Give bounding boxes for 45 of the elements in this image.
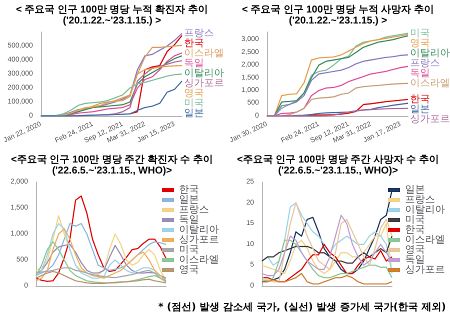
legend-label: 이탈리아 [179,224,219,236]
legend-label: 이탈리아 [405,204,445,216]
text: 일본 [184,108,204,119]
chart-title: < 주요국 인구 100만 명당 누적 사망자 추이 [242,4,434,16]
series-label: 이스라엘 [184,48,224,59]
series-label: 싱가포르 [410,114,450,125]
legend-label: 일본 [405,184,425,196]
chart-subtitle: ('22.6.5.~'23.1.15., WHO)> [52,166,172,176]
text: 영국 [184,88,204,99]
series-label: 프랑스 [184,28,214,39]
legend-label: 한국 [179,184,199,196]
chart-subtitle: ('22.6.5.~'23.1.15., WHO)> [278,166,398,176]
series-label: 이탈리아 [410,48,450,59]
legend-label: 싱가포르 [405,264,445,276]
chart-title: <주요국 인구 100만 명당 주간 사망자 수 추이 [237,154,439,166]
legend-label: 싱가포르 [179,234,219,246]
legend-label: 미국 [405,214,425,226]
legend-label: 독일 [179,214,199,226]
text: * (점선) 발생 감소세 국가, (실선) 발생 증가세 국가(한국 제외) [157,301,446,314]
series-label: 한국 [184,38,204,49]
legend-label: 프랑스 [179,204,209,216]
legend-label: 이스라엘 [405,234,445,246]
series-label: 프랑스 [410,58,440,69]
legend-label: 미국 [179,244,199,256]
series-label: 미국 [410,28,430,39]
chart-title: <주요국 인구 100만 명당 주간 확진자 수 추이 [11,154,213,166]
legend-label: 한국 [405,224,425,236]
series-label: 한국 [410,94,430,105]
legend-label: 프랑스 [405,194,435,206]
chart-subtitle: ('20.1.22.~'23.1.15.) > [288,16,388,26]
legend-label: 독일 [405,254,425,266]
series-label: 독일 [184,58,204,69]
series-label: 영국 [410,38,430,49]
chart-subtitle: ('20.1.22.~'23.1.15.) > [62,16,162,26]
text: 미국 [184,98,204,109]
legend-label: 영국 [179,264,199,276]
series-label: 독일 [410,68,430,79]
series-label: 일본 [410,104,430,115]
series-label: 이탈리아 [184,68,224,79]
legend-label: 영국 [405,244,425,256]
legend-label: 이스라엘 [179,254,219,266]
legend-label: 일본 [179,194,199,206]
series-label: 이스라엘 [410,78,450,89]
series-label: 싱가포르 [184,78,224,89]
chart-title: < 주요국 인구 100만 명당 누적 확진자 추이 [16,4,208,16]
